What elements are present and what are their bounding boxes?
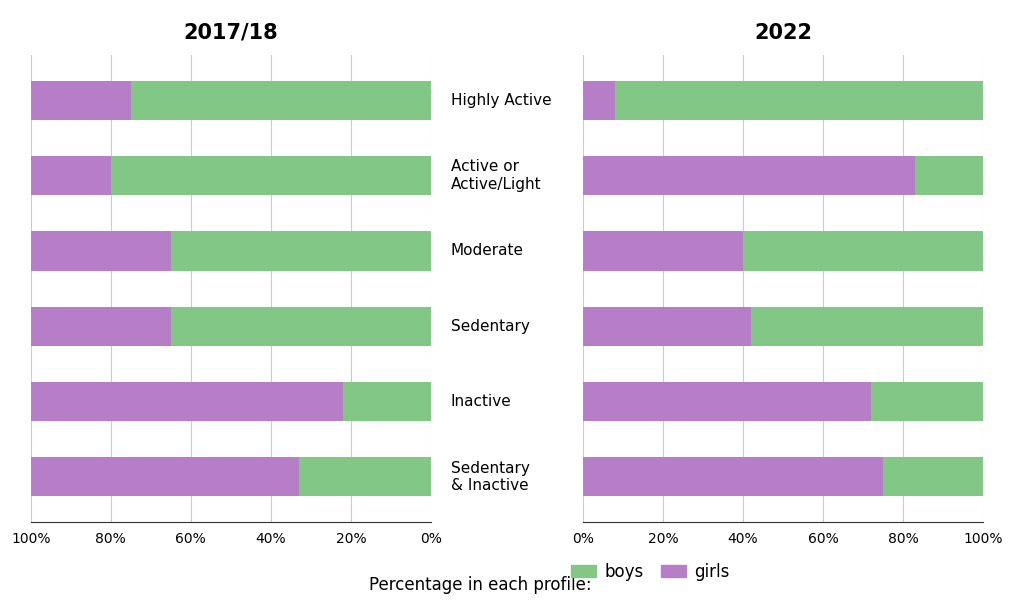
- Bar: [299, 457, 431, 496]
- Bar: [131, 81, 431, 120]
- Bar: [743, 231, 983, 271]
- Title: 2017/18: 2017/18: [183, 23, 279, 42]
- Text: Sedentary: Sedentary: [451, 319, 529, 334]
- Bar: [31, 81, 131, 120]
- Bar: [583, 306, 751, 346]
- Bar: [171, 306, 431, 346]
- Text: Highly Active: Highly Active: [451, 93, 552, 108]
- Bar: [31, 457, 299, 496]
- Bar: [583, 156, 915, 195]
- Bar: [31, 231, 171, 271]
- Text: Active or
Active/Light: Active or Active/Light: [451, 160, 542, 192]
- Text: Moderate: Moderate: [451, 243, 524, 258]
- Bar: [111, 156, 431, 195]
- Bar: [751, 306, 983, 346]
- Bar: [615, 81, 983, 120]
- Text: Sedentary
& Inactive: Sedentary & Inactive: [451, 460, 529, 493]
- Legend: boys, girls: boys, girls: [564, 556, 736, 587]
- Bar: [883, 457, 983, 496]
- Bar: [31, 382, 343, 421]
- Bar: [583, 81, 615, 120]
- Bar: [31, 306, 171, 346]
- Bar: [171, 231, 431, 271]
- Text: Percentage in each profile:: Percentage in each profile:: [369, 576, 591, 594]
- Bar: [583, 231, 743, 271]
- Text: Inactive: Inactive: [451, 394, 512, 409]
- Bar: [31, 156, 111, 195]
- Bar: [583, 382, 871, 421]
- Bar: [583, 457, 883, 496]
- Title: 2022: 2022: [754, 23, 812, 42]
- Bar: [871, 382, 983, 421]
- Bar: [343, 382, 431, 421]
- Bar: [915, 156, 983, 195]
